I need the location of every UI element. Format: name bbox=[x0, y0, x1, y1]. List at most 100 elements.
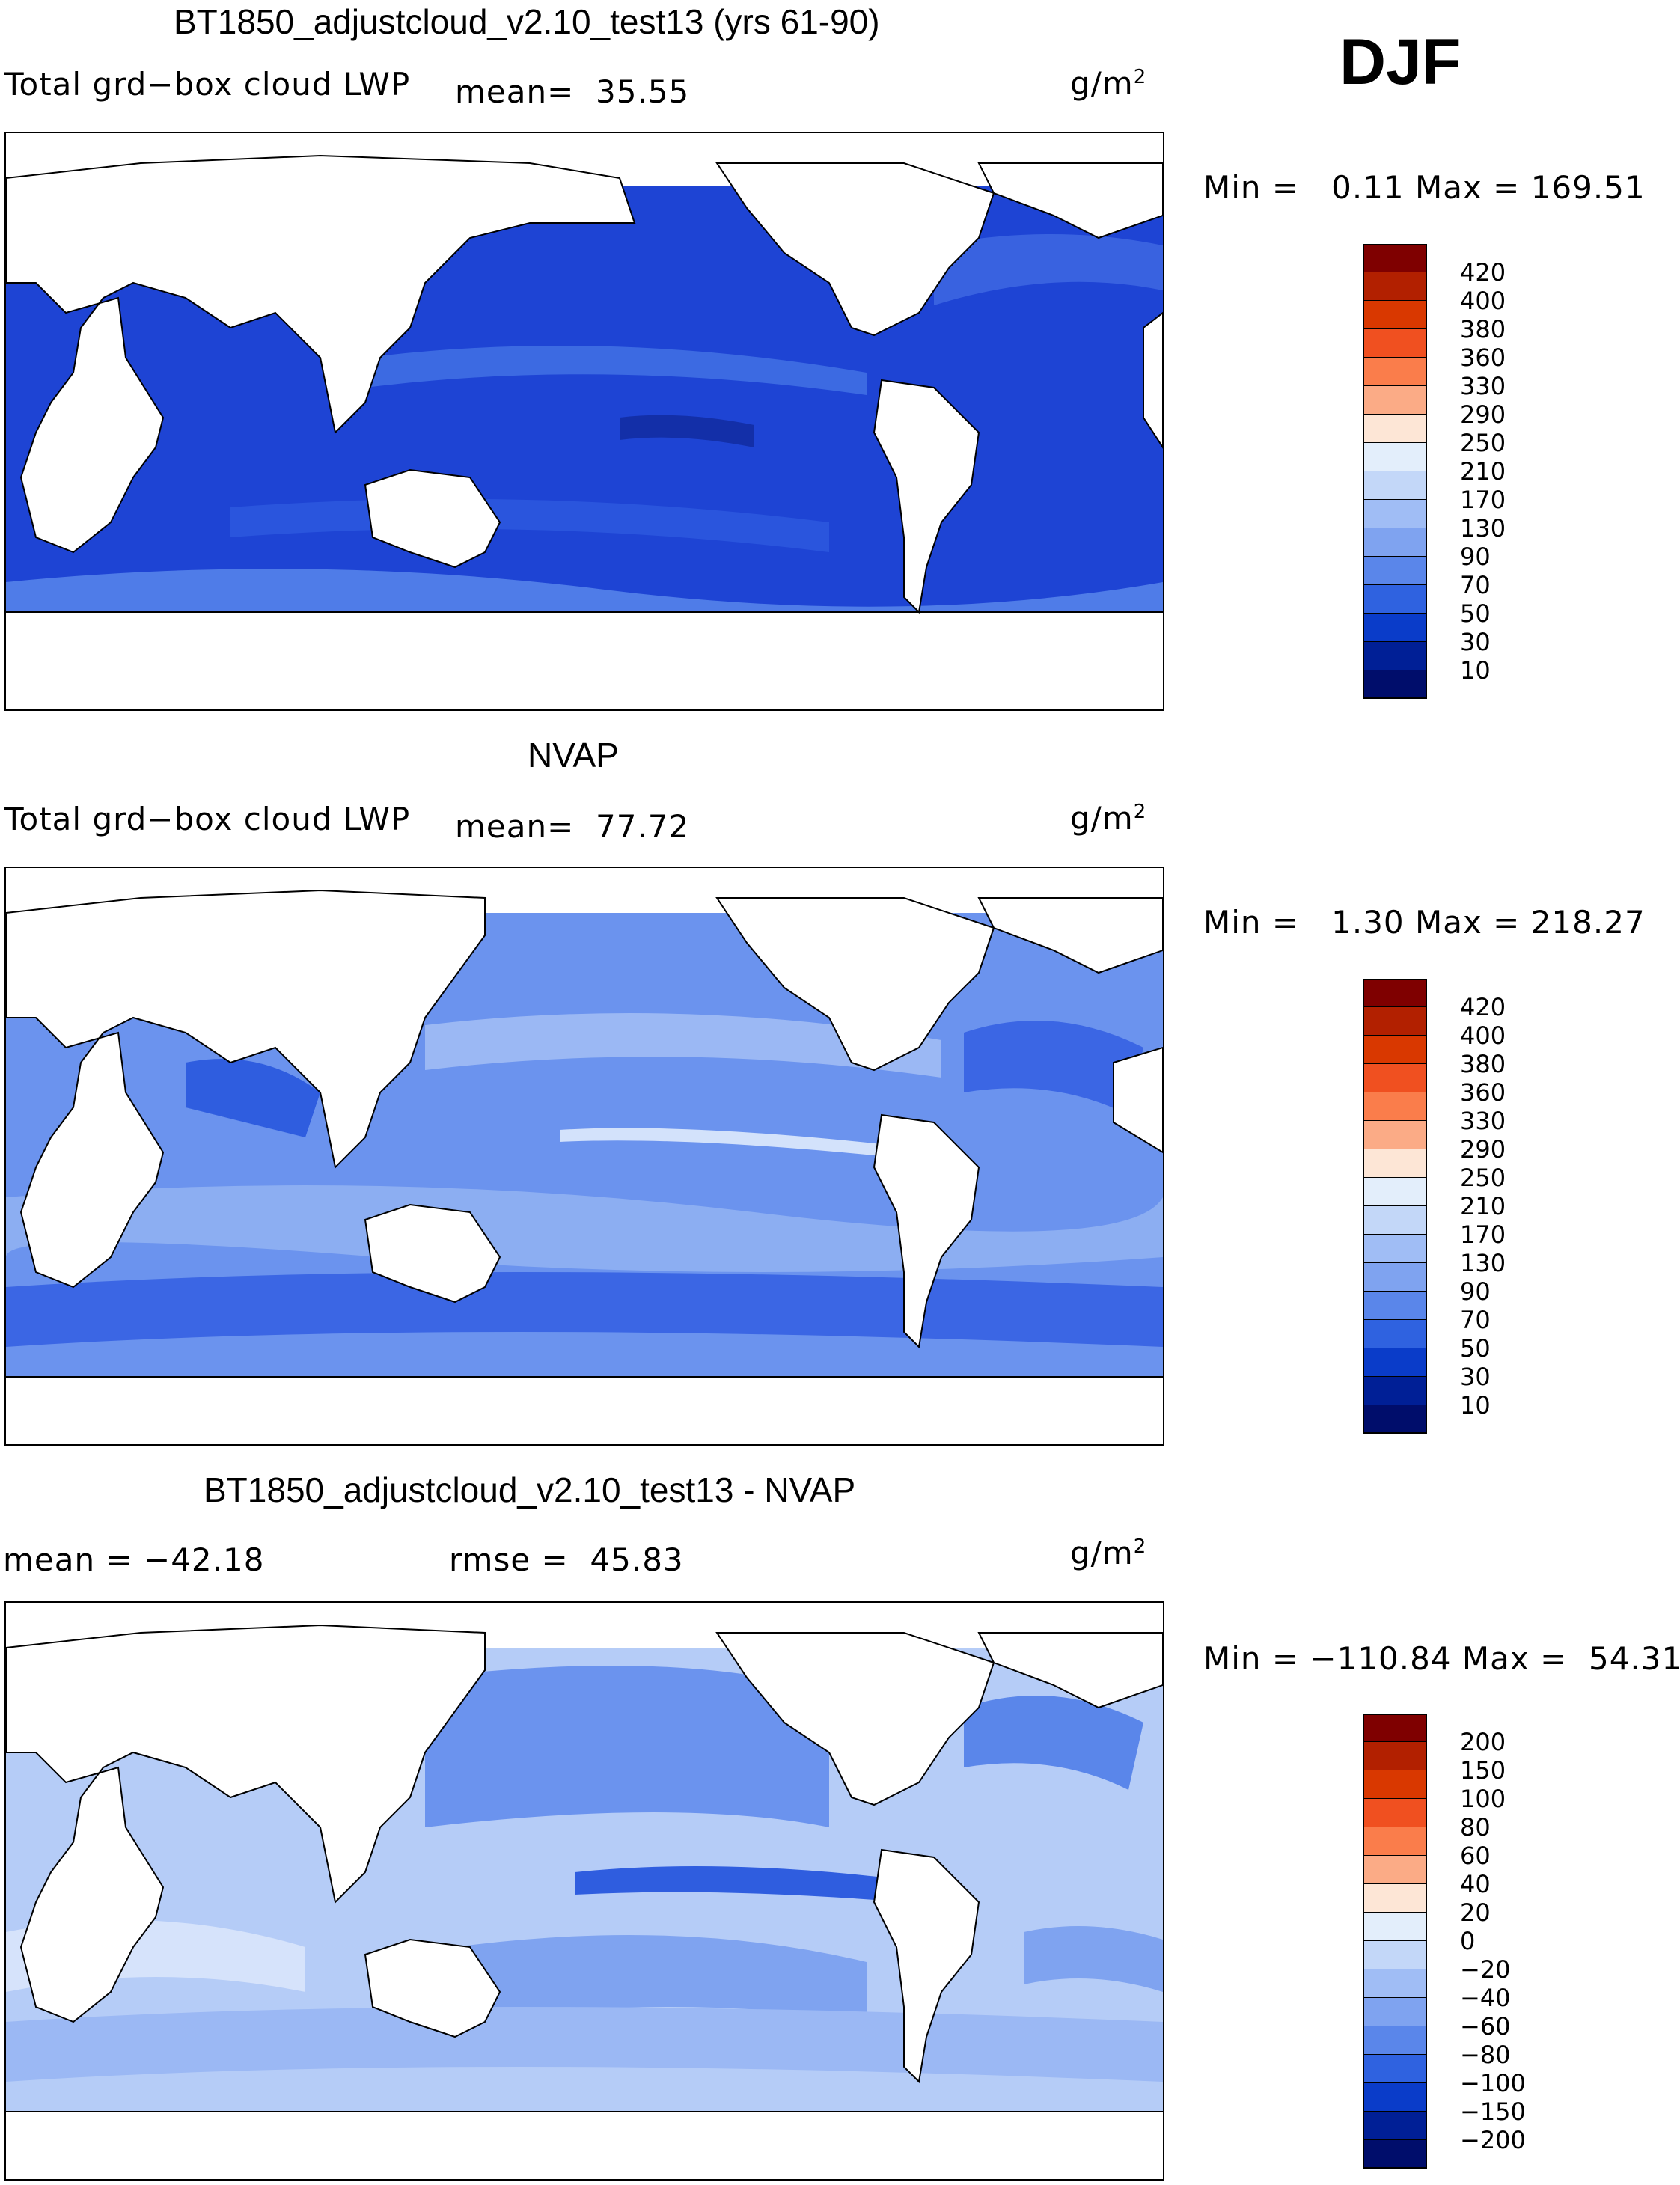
colorbar-cell bbox=[1363, 1799, 1427, 1827]
colorbar-tick-label: 90 bbox=[1460, 1277, 1491, 1306]
panel-2-mean: mean= 77.72 bbox=[455, 808, 690, 845]
colorbar-cell bbox=[1363, 2026, 1427, 2055]
colorbar-tick-label: 30 bbox=[1460, 1363, 1491, 1391]
colorbar-cell bbox=[1363, 1292, 1427, 1320]
colorbar-cell bbox=[1363, 1036, 1427, 1064]
colorbar-cell bbox=[1363, 1348, 1427, 1377]
colorbar-tick-label: 250 bbox=[1460, 1164, 1506, 1192]
colorbar-tick-label: −80 bbox=[1460, 2041, 1511, 2069]
colorbar-tick-label: 290 bbox=[1460, 400, 1506, 429]
colorbar-cell bbox=[1363, 1770, 1427, 1799]
colorbar-cell bbox=[1363, 1178, 1427, 1206]
colorbar-tick-label: 100 bbox=[1460, 1785, 1506, 1813]
panel-1-variable-label: Total grd−box cloud LWP bbox=[4, 66, 411, 103]
panel-1-map bbox=[4, 132, 1164, 711]
panel-1-minmax: Min = 0.11 Max = 169.51 bbox=[1203, 169, 1646, 206]
colorbar-cell bbox=[1363, 500, 1427, 528]
colorbar-frame bbox=[1363, 244, 1427, 699]
panel-1-title: BT1850_adjustcloud_v2.10_test13 (yrs 61-… bbox=[174, 2, 880, 41]
colorbar-cell bbox=[1363, 1913, 1427, 1941]
colorbar-cell bbox=[1363, 415, 1427, 443]
colorbar-tick-label: 170 bbox=[1460, 1220, 1506, 1249]
colorbar-cell bbox=[1363, 585, 1427, 614]
colorbar-tick-label: 380 bbox=[1460, 1050, 1506, 1078]
colorbar-cell bbox=[1363, 557, 1427, 585]
colorbar-tick-label: 70 bbox=[1460, 571, 1491, 599]
colorbar-tick-label: 360 bbox=[1460, 1078, 1506, 1107]
colorbar-tick-label: −20 bbox=[1460, 1955, 1511, 1984]
colorbar-cell bbox=[1363, 1121, 1427, 1149]
colorbar-cell bbox=[1363, 1206, 1427, 1235]
panel-3-title: BT1850_adjustcloud_v2.10_test13 - NVAP bbox=[204, 1470, 856, 1509]
panel-3-map-graphic bbox=[6, 1603, 1163, 2179]
colorbar-tick-label: 360 bbox=[1460, 343, 1506, 372]
colorbar-cell bbox=[1363, 1263, 1427, 1292]
colorbar-tick-label: 330 bbox=[1460, 1107, 1506, 1135]
colorbar-tick-label: 50 bbox=[1460, 599, 1491, 628]
colorbar-cell bbox=[1363, 1405, 1427, 1434]
colorbar-tick-label: 400 bbox=[1460, 287, 1506, 315]
colorbar-cell bbox=[1363, 1998, 1427, 2026]
colorbar-tick-label: −200 bbox=[1460, 2126, 1526, 2154]
panel-2-variable-label: Total grd−box cloud LWP bbox=[4, 801, 411, 837]
colorbar-cell bbox=[1363, 1092, 1427, 1121]
colorbar-tick-label: 50 bbox=[1460, 1334, 1491, 1363]
colorbar-tick-label: 60 bbox=[1460, 1842, 1491, 1870]
colorbar-tick-label: 210 bbox=[1460, 457, 1506, 486]
panel-2-title: NVAP bbox=[528, 736, 619, 774]
colorbar-cell bbox=[1363, 443, 1427, 471]
panel-2-minmax: Min = 1.30 Max = 218.27 bbox=[1203, 904, 1646, 941]
colorbar-tick-label: 10 bbox=[1460, 1391, 1491, 1420]
colorbar-tick-label: 400 bbox=[1460, 1021, 1506, 1050]
panel-2-map bbox=[4, 867, 1164, 1446]
colorbar-cell bbox=[1363, 301, 1427, 329]
panel-3-colorbar: 200 150 100 80 60 40 20 0 −20 −40 −60 −80 −100 −150 −2… bbox=[1363, 1714, 1557, 2170]
colorbar-tick-label: 210 bbox=[1460, 1192, 1506, 1220]
colorbar-cell bbox=[1363, 1149, 1427, 1178]
colorbar-cell bbox=[1363, 1856, 1427, 1884]
panel-1-units: g/m2 bbox=[1070, 65, 1147, 102]
colorbar-tick-label: 0 bbox=[1460, 1927, 1476, 1955]
panel-2-map-graphic bbox=[6, 868, 1163, 1444]
season-label: DJF bbox=[1340, 26, 1461, 98]
colorbar-cell bbox=[1363, 244, 1427, 272]
colorbar-cell bbox=[1363, 329, 1427, 358]
colorbar-cell bbox=[1363, 2055, 1427, 2083]
panel-3-units: g/m2 bbox=[1070, 1535, 1147, 1571]
colorbar-cell bbox=[1363, 1742, 1427, 1770]
panel-1-map-graphic bbox=[6, 133, 1163, 709]
colorbar-tick-label: −60 bbox=[1460, 2012, 1511, 2041]
panel-3-rmse: rmse = 45.83 bbox=[449, 1541, 684, 1578]
colorbar-tick-label: 10 bbox=[1460, 656, 1491, 685]
panel-1-colorbar: 420 400 380 360 330 290 250 210 170 130 90 70 50 30 10 bbox=[1363, 244, 1557, 700]
colorbar-tick-label: −150 bbox=[1460, 2097, 1526, 2126]
colorbar-cell bbox=[1363, 1235, 1427, 1263]
colorbar-tick-label: 80 bbox=[1460, 1813, 1491, 1842]
colorbar-tick-label: 150 bbox=[1460, 1756, 1506, 1785]
colorbar-tick-label: 90 bbox=[1460, 543, 1491, 571]
colorbar-cell bbox=[1363, 1827, 1427, 1856]
colorbar-cell bbox=[1363, 1377, 1427, 1405]
colorbar-tick-label: 130 bbox=[1460, 1249, 1506, 1277]
panel-1-mean: mean= 35.55 bbox=[455, 73, 690, 110]
colorbar-tick-label: 330 bbox=[1460, 372, 1506, 400]
colorbar-cell bbox=[1363, 386, 1427, 415]
colorbar-tick-label: 170 bbox=[1460, 486, 1506, 514]
panel-2-units: g/m2 bbox=[1070, 800, 1147, 837]
colorbar-cell bbox=[1363, 642, 1427, 670]
colorbar-cell bbox=[1363, 2140, 1427, 2169]
colorbar-tick-label: 420 bbox=[1460, 993, 1506, 1021]
colorbar-cell bbox=[1363, 358, 1427, 386]
colorbar-cell bbox=[1363, 1969, 1427, 1998]
colorbar-cell bbox=[1363, 471, 1427, 500]
colorbar-cell bbox=[1363, 2112, 1427, 2140]
colorbar-frame bbox=[1363, 1714, 1427, 2169]
colorbar-cell bbox=[1363, 1884, 1427, 1913]
colorbar-tick-label: 200 bbox=[1460, 1728, 1506, 1756]
colorbar-cell bbox=[1363, 670, 1427, 699]
panel-3-minmax: Min = −110.84 Max = 54.31 bbox=[1203, 1640, 1680, 1677]
colorbar-tick-label: 40 bbox=[1460, 1870, 1491, 1898]
colorbar-tick-label: 420 bbox=[1460, 258, 1506, 287]
colorbar-cell bbox=[1363, 1320, 1427, 1348]
colorbar-tick-label: 290 bbox=[1460, 1135, 1506, 1164]
